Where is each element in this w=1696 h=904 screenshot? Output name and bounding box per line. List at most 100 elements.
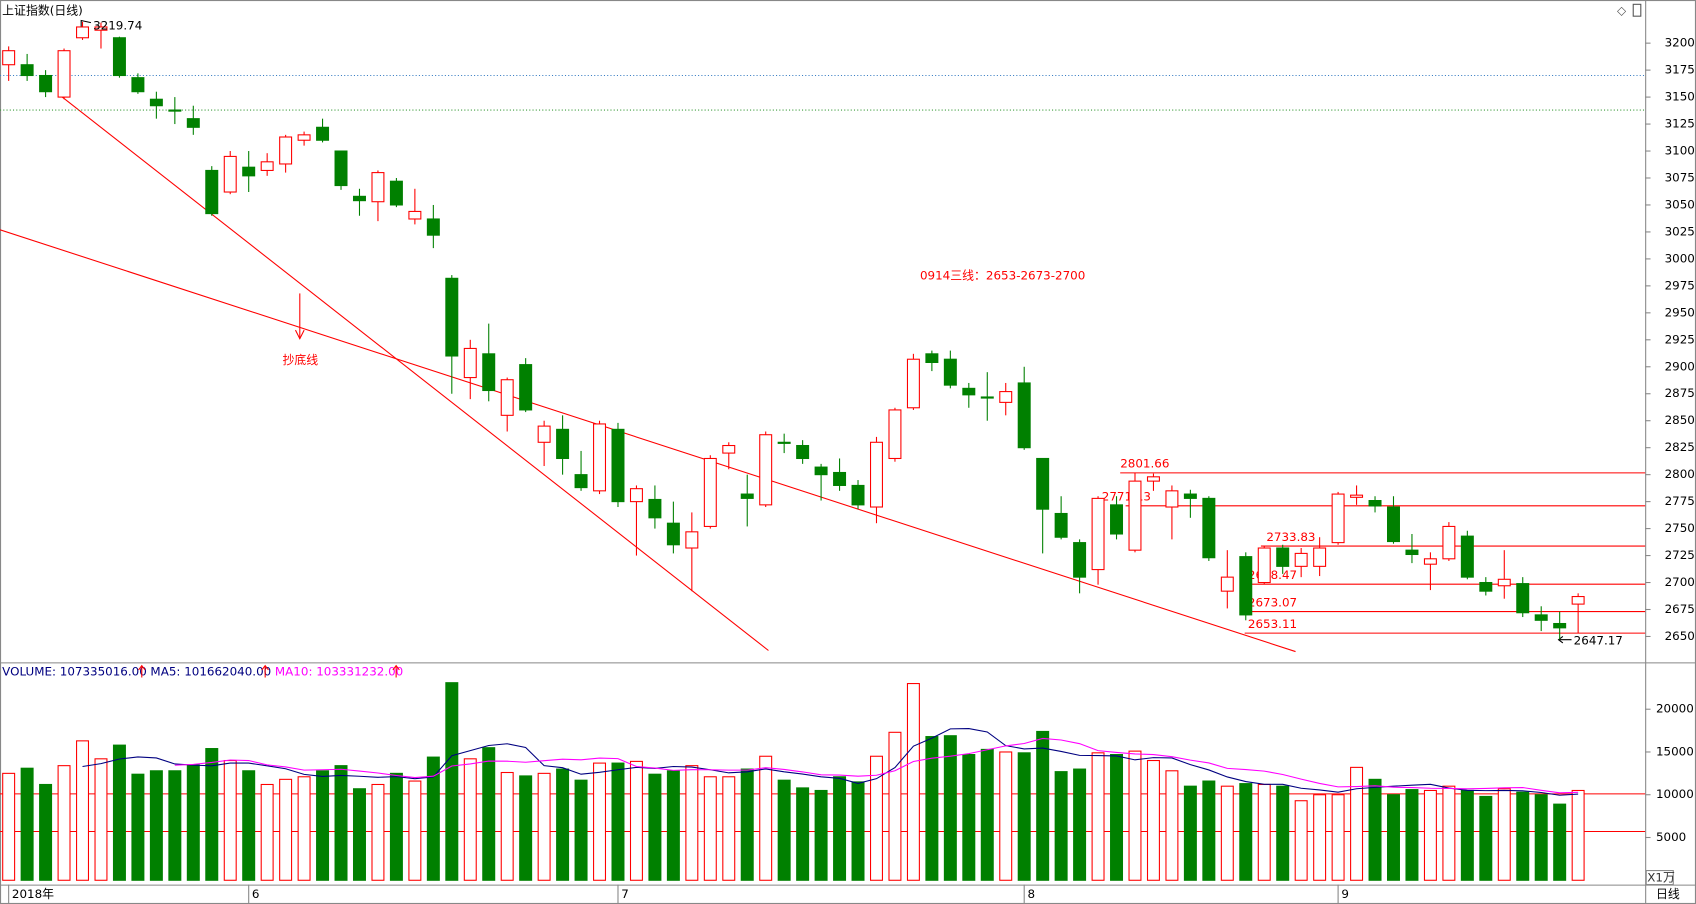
volume-bar <box>1534 794 1548 881</box>
volume-bar <box>260 783 274 881</box>
icon-diamond[interactable]: ◇ <box>1617 3 1627 17</box>
y-tick-label: 3000 <box>1665 251 1695 265</box>
volume-bar <box>685 765 699 881</box>
candle-body <box>1294 552 1308 567</box>
candle-body <box>1331 493 1345 544</box>
y-tick-label: 3150 <box>1665 90 1695 104</box>
candle-body <box>888 409 902 460</box>
candle-body <box>519 364 533 411</box>
volume-bar <box>112 744 126 881</box>
y-tick-label: 3200 <box>1665 36 1695 50</box>
volume-bar <box>352 788 366 881</box>
volume-bar <box>666 770 680 881</box>
candle-body <box>112 37 126 77</box>
y-tick-label: 3125 <box>1665 117 1695 131</box>
candle-body <box>611 428 625 503</box>
volume-bar <box>1442 785 1456 881</box>
candle-body <box>39 74 53 93</box>
candle-body <box>869 441 883 508</box>
y-tick-label: 3075 <box>1665 171 1695 185</box>
candle-body <box>962 387 976 396</box>
volume-bar <box>980 748 994 881</box>
candle-body <box>1516 583 1530 614</box>
volume-bar <box>851 781 865 881</box>
candle-body <box>1073 542 1087 578</box>
volume-bar <box>703 776 717 881</box>
up-arrow <box>138 664 146 678</box>
y2-tick-label: 5000 <box>1656 830 1686 844</box>
volume-bar <box>962 754 976 881</box>
y2-tick-label: 10000 <box>1656 787 1694 801</box>
volume-bar <box>205 748 219 881</box>
volume-bar <box>833 776 847 881</box>
candle-body <box>1220 576 1234 592</box>
x-tick-label: 6 <box>252 887 260 901</box>
volume-bar <box>593 762 607 881</box>
volume-bar <box>1405 789 1419 881</box>
x-tick-label: 9 <box>1341 887 1349 901</box>
candle-body <box>445 277 459 357</box>
y-tick-label: 3175 <box>1665 63 1695 77</box>
volume-bar <box>1571 789 1585 881</box>
volume-bar <box>1165 770 1179 881</box>
volume-bar <box>1460 789 1474 881</box>
candle-body <box>1165 490 1179 508</box>
trend-line <box>59 94 769 651</box>
icon-window[interactable] <box>1632 3 1642 17</box>
ma10-label: MA10: 103331232.00 <box>275 665 403 679</box>
candle-body <box>186 118 200 128</box>
y-tick-label: 2900 <box>1665 359 1695 373</box>
candle-body <box>666 522 680 546</box>
candle-body <box>1350 494 1364 498</box>
candle-body <box>722 444 736 454</box>
y2-tick-label: 20000 <box>1656 702 1694 716</box>
volume-bar <box>1479 795 1493 881</box>
candle-body <box>316 126 330 141</box>
candle-body <box>463 347 477 379</box>
candle-body <box>76 26 90 39</box>
volume-bar <box>463 758 477 881</box>
volume-bar <box>57 765 71 881</box>
candle-body <box>980 396 994 399</box>
volume-bar <box>94 758 108 881</box>
candle-body <box>629 488 643 503</box>
volume-bar <box>279 778 293 881</box>
candle-body <box>131 77 145 93</box>
up-arrow <box>261 664 269 678</box>
volume-bar <box>1313 794 1327 881</box>
candle-body <box>1054 512 1068 538</box>
level-label: 2653.11 <box>1248 617 1297 631</box>
y-tick-label: 3100 <box>1665 144 1695 158</box>
candle-body <box>168 109 182 112</box>
candle-body <box>925 353 939 364</box>
volume-bar <box>334 765 348 881</box>
y-tick-label: 2875 <box>1665 386 1695 400</box>
volume-bar <box>1220 785 1234 881</box>
candle-body <box>482 353 496 392</box>
up-arrow <box>392 664 400 678</box>
candle-body <box>1571 596 1585 605</box>
candle-body <box>2 50 16 66</box>
volume-label: VOLUME: 107335016.00 <box>2 665 147 679</box>
volume-bar <box>1128 750 1142 881</box>
volume-bar <box>869 755 883 881</box>
unit-label: X1万 <box>1647 871 1675 885</box>
candle-body <box>648 498 662 519</box>
candle-body <box>1553 622 1567 629</box>
candle-body <box>777 441 791 444</box>
candle-body <box>685 531 699 549</box>
y2-tick-label: 15000 <box>1656 744 1694 758</box>
volume-bar <box>1091 752 1105 881</box>
candle-body <box>426 218 440 236</box>
volume-bar <box>1423 789 1437 881</box>
volume-bar <box>168 770 182 881</box>
volume-bar <box>371 783 385 881</box>
volume-bar <box>648 773 662 881</box>
candle-body <box>1036 457 1050 510</box>
candle-body <box>1386 506 1400 543</box>
low-pointer <box>1557 636 1572 644</box>
candle-body <box>279 136 293 165</box>
candle-body <box>371 172 385 203</box>
volume-bar <box>39 783 53 881</box>
candle-body <box>593 423 607 492</box>
